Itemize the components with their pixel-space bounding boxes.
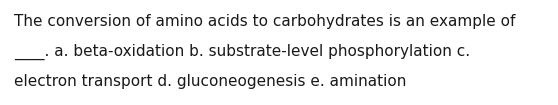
Text: ____. a. beta-oxidation b. substrate-level phosphorylation c.: ____. a. beta-oxidation b. substrate-lev… (14, 44, 470, 60)
Text: The conversion of amino acids to carbohydrates is an example of: The conversion of amino acids to carbohy… (14, 14, 516, 29)
Text: electron transport d. gluconeogenesis e. amination: electron transport d. gluconeogenesis e.… (14, 74, 406, 89)
